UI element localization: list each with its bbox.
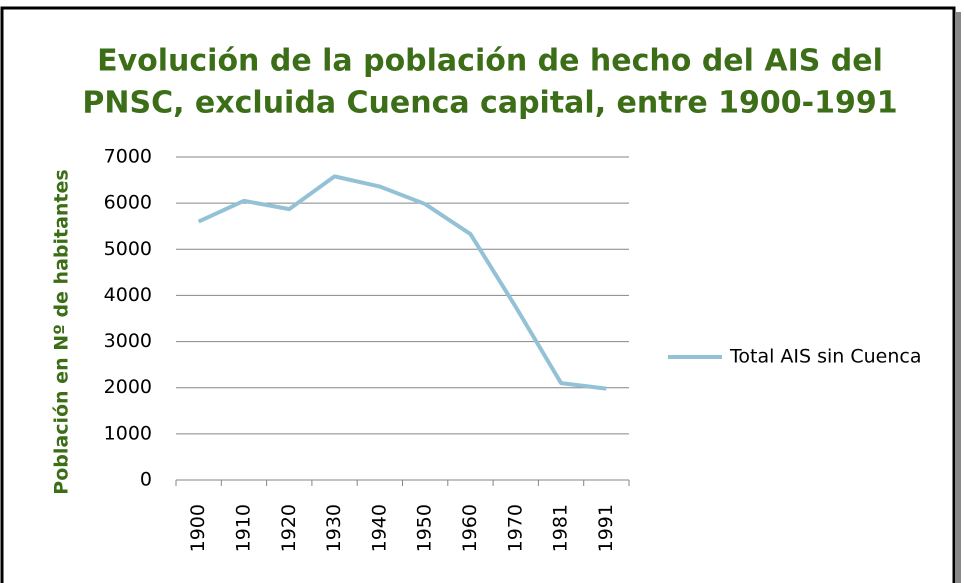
y-tick-label: 2000 <box>104 376 152 398</box>
x-tick-label: 1940 <box>368 504 390 552</box>
y-tick-label: 1000 <box>104 422 152 444</box>
y-tick-label: 0 <box>140 469 152 491</box>
title-line: Evolución de la población de hecho del A… <box>97 44 883 79</box>
chart-title: Evolución de la población de hecho del A… <box>82 44 897 121</box>
frame-shadow <box>955 12 961 583</box>
x-tick-label: 1981 <box>550 504 572 552</box>
title-line: PNSC, excluida Cuenca capital, entre 190… <box>82 86 897 121</box>
y-tick-label: 7000 <box>104 146 152 168</box>
series-line <box>197 174 607 391</box>
y-tick-label: 4000 <box>104 284 152 306</box>
x-tick-label: 1920 <box>278 504 300 552</box>
legend-label: Total AIS sin Cuenca <box>729 346 922 368</box>
x-tick-label: 1950 <box>414 504 436 552</box>
x-tick-label: 1970 <box>504 504 526 552</box>
y-tick-label: 6000 <box>104 192 152 214</box>
x-tick-label: 1930 <box>323 504 345 552</box>
y-axis-label: Población en Nº de habitantes <box>51 169 73 494</box>
x-tick-label: 1910 <box>232 504 254 552</box>
x-tick-label: 1900 <box>187 504 209 552</box>
x-tick-label: 1991 <box>595 504 617 552</box>
y-tick-label: 5000 <box>104 238 152 260</box>
frame <box>0 6 956 583</box>
y-tick-label: 3000 <box>104 330 152 352</box>
x-tick-label: 1960 <box>459 504 481 552</box>
